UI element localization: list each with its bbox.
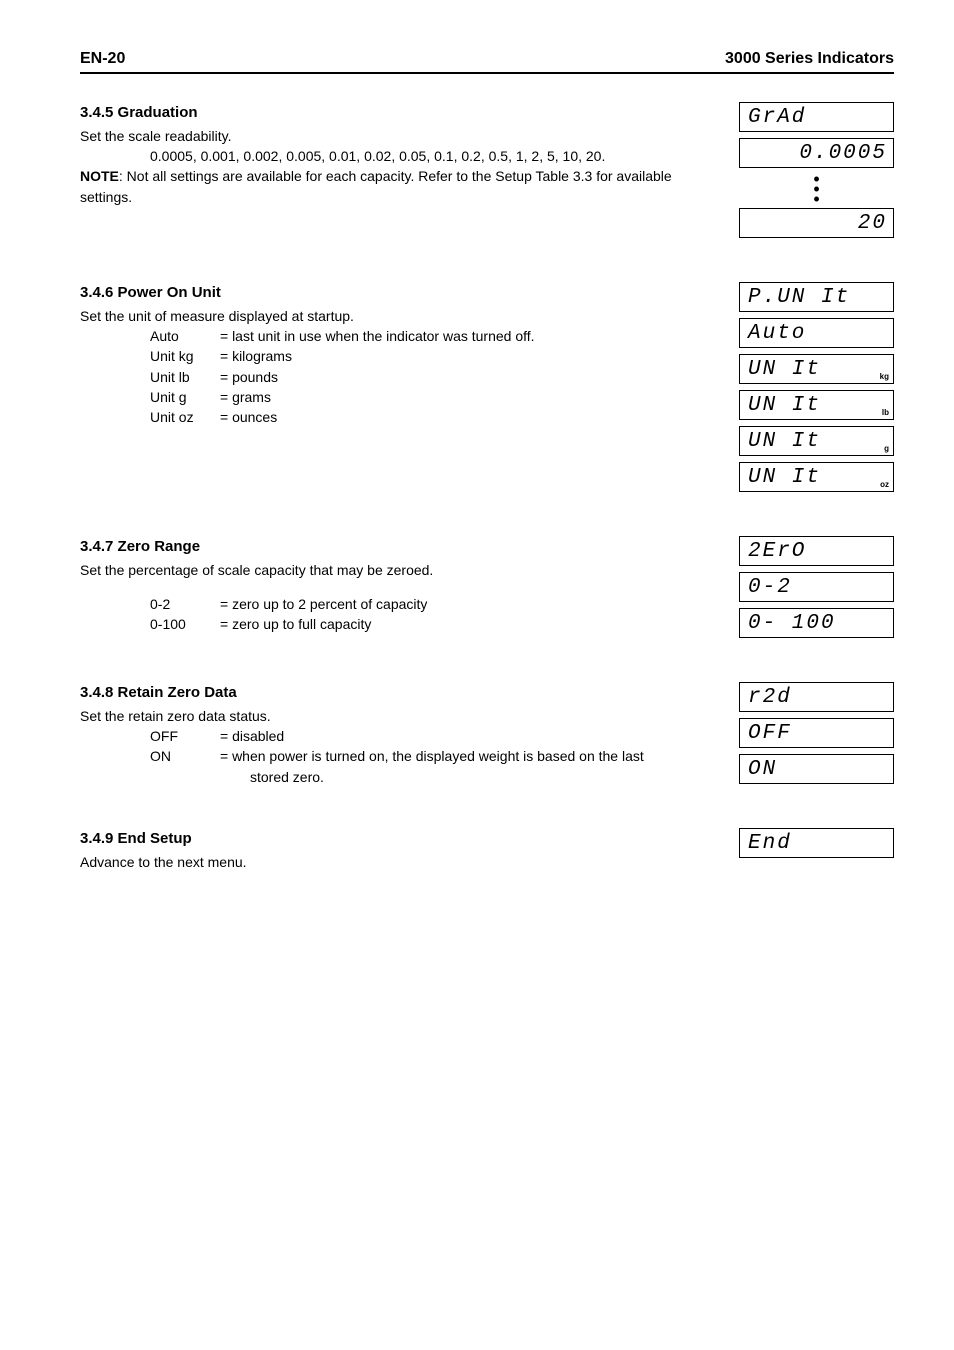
display-unit-lb: UN It lb — [739, 390, 894, 420]
section-title: 3.4.5 Graduation — [80, 102, 719, 124]
def-label: Unit kg — [150, 346, 220, 366]
def-label: 0-2 — [150, 594, 220, 614]
display-punit-menu: P.UN It — [739, 282, 894, 312]
def-row: Unit oz = ounces — [150, 407, 719, 427]
def-row: OFF = disabled — [150, 726, 719, 746]
section-graduation: 3.4.5 Graduation Set the scale readabili… — [80, 102, 894, 244]
unit-sub-oz: oz — [880, 480, 889, 489]
def-row: Unit g = grams — [150, 387, 719, 407]
display-grad-last: 20 — [739, 208, 894, 238]
unit-sub-g: g — [884, 444, 889, 453]
ellipsis-icon: ••• — [739, 174, 894, 204]
def-desc-cont: stored zero. — [220, 767, 719, 787]
section-title: 3.4.8 Retain Zero Data — [80, 682, 719, 704]
header-left: EN-20 — [80, 50, 125, 68]
def-label: Auto — [150, 326, 220, 346]
note-text: : Not all settings are available for eac… — [80, 168, 672, 204]
display-zero-0-2: 0-2 — [739, 572, 894, 602]
def-desc: = disabled — [220, 726, 719, 746]
display-unit-kg: UN It kg — [739, 354, 894, 384]
def-label: Unit g — [150, 387, 220, 407]
def-desc: = grams — [220, 387, 719, 407]
display-rzd-off: OFF — [739, 718, 894, 748]
display-punit-auto: Auto — [739, 318, 894, 348]
intro-text: Set the unit of measure displayed at sta… — [80, 306, 719, 326]
def-label: OFF — [150, 726, 220, 746]
def-desc: = pounds — [220, 367, 719, 387]
header-right: 3000 Series Indicators — [725, 50, 894, 68]
display-rzd-menu: r2d — [739, 682, 894, 712]
section-zero-range: 3.4.7 Zero Range Set the percentage of s… — [80, 536, 894, 644]
def-desc: = ounces — [220, 407, 719, 427]
display-end-menu: End — [739, 828, 894, 858]
display-grad-menu: GrAd — [739, 102, 894, 132]
def-label: Unit oz — [150, 407, 220, 427]
section-end-setup: 3.4.9 End Setup Advance to the next menu… — [80, 828, 894, 872]
def-row: Unit kg = kilograms — [150, 346, 719, 366]
def-row-cont: stored zero. — [150, 767, 719, 787]
section-title: 3.4.9 End Setup — [80, 828, 719, 850]
intro-text: Set the retain zero data status. — [80, 706, 719, 726]
display-rzd-on: ON — [739, 754, 894, 784]
display-unit-g: UN It g — [739, 426, 894, 456]
def-row: 0-2 = zero up to 2 percent of capacity — [150, 594, 719, 614]
section-title: 3.4.6 Power On Unit — [80, 282, 719, 304]
def-row: ON = when power is turned on, the displa… — [150, 746, 719, 766]
def-label: ON — [150, 746, 220, 766]
intro-text: Advance to the next menu. — [80, 852, 719, 872]
section-power-on-unit: 3.4.6 Power On Unit Set the unit of meas… — [80, 282, 894, 498]
values-line: 0.0005, 0.001, 0.002, 0.005, 0.01, 0.02,… — [150, 146, 719, 166]
section-title: 3.4.7 Zero Range — [80, 536, 719, 558]
intro-text: Set the scale readability. — [80, 126, 719, 146]
section-retain-zero: 3.4.8 Retain Zero Data Set the retain ze… — [80, 682, 894, 790]
note-line: NOTE: Not all settings are available for… — [80, 166, 719, 207]
display-zero-0-100: 0- 100 — [739, 608, 894, 638]
def-desc: = kilograms — [220, 346, 719, 366]
unit-sub-lb: lb — [882, 408, 889, 417]
def-row: Unit lb = pounds — [150, 367, 719, 387]
intro-text: Set the percentage of scale capacity tha… — [80, 560, 719, 580]
display-grad-first: 0.0005 — [739, 138, 894, 168]
def-label: 0-100 — [150, 614, 220, 634]
def-desc: = zero up to 2 percent of capacity — [220, 594, 719, 614]
display-unit-oz: UN It oz — [739, 462, 894, 492]
note-label: NOTE — [80, 168, 119, 184]
def-desc: = when power is turned on, the displayed… — [220, 746, 719, 766]
def-row: Auto = last unit in use when the indicat… — [150, 326, 719, 346]
display-zero-menu: 2ErO — [739, 536, 894, 566]
def-label: Unit lb — [150, 367, 220, 387]
unit-sub-kg: kg — [880, 372, 889, 381]
page-header: EN-20 3000 Series Indicators — [80, 50, 894, 74]
def-desc: = last unit in use when the indicator wa… — [220, 326, 719, 346]
def-row: 0-100 = zero up to full capacity — [150, 614, 719, 634]
def-desc: = zero up to full capacity — [220, 614, 719, 634]
